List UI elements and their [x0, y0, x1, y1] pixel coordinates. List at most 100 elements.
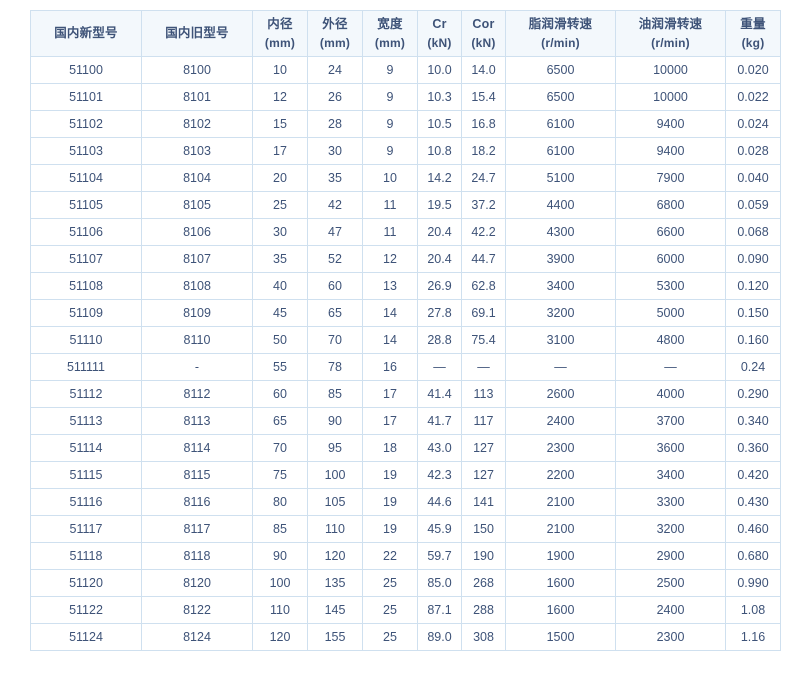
cell-outer: 90 — [307, 407, 363, 435]
cell-outer: 52 — [307, 245, 363, 273]
cell-cor: 127 — [461, 461, 506, 489]
cell-width: 10 — [362, 164, 418, 192]
spec-table-container: 国内新型号 国内旧型号 内径 (mm) 外径 (mm) 宽度 (mm) Cr (kN) Cor (kN… — [30, 10, 781, 651]
cell-bore: 80 — [252, 488, 308, 516]
cell-grease_speed: 1600 — [505, 596, 616, 624]
cell-width: 9 — [362, 137, 418, 165]
cell-bore: 15 — [252, 110, 308, 138]
cell-weight: 0.024 — [725, 110, 781, 138]
table-row: 51102 8102 15 28 9 10.5 16.8 6100 9400 0.024 — [30, 110, 781, 138]
table-row: 51106 8106 30 47 11 20.4 42.2 4300 6600 0.068 — [30, 218, 781, 246]
cell-outer: 35 — [307, 164, 363, 192]
cell-cr: 44.6 — [417, 488, 462, 516]
column-header-unit: (kN) — [427, 35, 452, 50]
table-row: 51105 8105 25 42 11 19.5 37.2 4400 6800 0.059 — [30, 191, 781, 219]
cell-oil_speed: 7900 — [615, 164, 726, 192]
cell-cr: 87.1 — [417, 596, 462, 624]
table-row: 51117 8117 85 110 19 45.9 150 2100 3200 0.460 — [30, 515, 781, 543]
cell-cor: 268 — [461, 569, 506, 597]
cell-weight: 0.120 — [725, 272, 781, 300]
cell-width: 25 — [362, 596, 418, 624]
cell-old_model: 8117 — [141, 515, 253, 543]
cell-oil_speed: 2500 — [615, 569, 726, 597]
cell-width: 14 — [362, 299, 418, 327]
cell-cr: 45.9 — [417, 515, 462, 543]
cell-oil_speed: 5300 — [615, 272, 726, 300]
cell-outer: 26 — [307, 83, 363, 111]
cell-bore: 30 — [252, 218, 308, 246]
column-header-label: 油润滑转速 — [638, 17, 703, 32]
cell-outer: 135 — [307, 569, 363, 597]
table-row: 51108 8108 40 60 13 26.9 62.8 3400 5300 0.120 — [30, 272, 781, 300]
cell-width: 11 — [362, 218, 418, 246]
cell-outer: 95 — [307, 434, 363, 462]
cell-cr: 10.8 — [417, 137, 462, 165]
cell-outer: 85 — [307, 380, 363, 408]
cell-cr: 10.0 — [417, 56, 462, 84]
cell-new_model: 51108 — [30, 272, 142, 300]
cell-old_model: 8114 — [141, 434, 253, 462]
table-row: 51120 8120 100 135 25 85.0 268 1600 2500 0.990 — [30, 569, 781, 597]
cell-cr: 59.7 — [417, 542, 462, 570]
column-header-cr: Cr (kN) — [417, 10, 462, 57]
column-header-cor: Cor (kN) — [461, 10, 506, 57]
table-row: 51113 8113 65 90 17 41.7 117 2400 3700 0.340 — [30, 407, 781, 435]
cell-new_model: 51100 — [30, 56, 142, 84]
cell-weight: 0.430 — [725, 488, 781, 516]
cell-new_model: 51116 — [30, 488, 142, 516]
column-header-label: 重量 — [740, 17, 766, 32]
cell-oil_speed: 3600 — [615, 434, 726, 462]
cell-weight: 0.990 — [725, 569, 781, 597]
cell-grease_speed: — — [505, 353, 616, 381]
cell-bore: 55 — [252, 353, 308, 381]
table-body: 51100 8100 10 24 9 10.0 14.0 6500 10000 0.020 5110… — [30, 56, 781, 651]
table-row: 51118 8118 90 120 22 59.7 190 1900 2900 0.680 — [30, 542, 781, 570]
column-header-grease_speed: 脂润滑转速 (r/min) — [505, 10, 616, 57]
cell-new_model: 51112 — [30, 380, 142, 408]
cell-outer: 24 — [307, 56, 363, 84]
cell-bore: 35 — [252, 245, 308, 273]
cell-old_model: 8124 — [141, 623, 253, 651]
column-header-label: 脂润滑转速 — [528, 17, 593, 32]
cell-weight: 0.420 — [725, 461, 781, 489]
cell-weight: 0.680 — [725, 542, 781, 570]
column-header-old_model: 国内旧型号 — [141, 10, 253, 57]
cell-bore: 120 — [252, 623, 308, 651]
table-row: 51114 8114 70 95 18 43.0 127 2300 3600 0.360 — [30, 434, 781, 462]
cell-cr: 14.2 — [417, 164, 462, 192]
table-row: 511111-55 78 16— — — —0.24 — [30, 353, 781, 381]
cell-old_model: 8101 — [141, 83, 253, 111]
cell-old_model: 8103 — [141, 137, 253, 165]
cell-width: 12 — [362, 245, 418, 273]
cell-cr: 85.0 — [417, 569, 462, 597]
table-row: 51107 8107 35 52 12 20.4 44.7 3900 6000 0.090 — [30, 245, 781, 273]
cell-outer: 78 — [307, 353, 363, 381]
cell-old_model: 8115 — [141, 461, 253, 489]
cell-width: 11 — [362, 191, 418, 219]
cell-cor: 190 — [461, 542, 506, 570]
cell-grease_speed: 6500 — [505, 83, 616, 111]
column-header-outer: 外径 (mm) — [307, 10, 363, 57]
cell-bore: 100 — [252, 569, 308, 597]
cell-outer: 47 — [307, 218, 363, 246]
cell-new_model: 51117 — [30, 515, 142, 543]
cell-cor: 16.8 — [461, 110, 506, 138]
column-header-unit: (mm) — [319, 35, 351, 50]
cell-old_model: 8107 — [141, 245, 253, 273]
cell-outer: 155 — [307, 623, 363, 651]
cell-cor: 75.4 — [461, 326, 506, 354]
column-header-unit: (kN) — [471, 35, 496, 50]
column-header-label: Cor — [472, 17, 495, 32]
cell-new_model: 51109 — [30, 299, 142, 327]
cell-bore: 65 — [252, 407, 308, 435]
cell-cr: 28.8 — [417, 326, 462, 354]
cell-old_model: 8120 — [141, 569, 253, 597]
cell-cor: 37.2 — [461, 191, 506, 219]
cell-cr: 20.4 — [417, 245, 462, 273]
column-header-bore: 内径 (mm) — [252, 10, 308, 57]
table-row: 51112 8112 60 85 17 41.4 113 2600 4000 0.290 — [30, 380, 781, 408]
cell-outer: 30 — [307, 137, 363, 165]
table-row: 51115 8115 75 100 19 42.3 127 2200 3400 0.420 — [30, 461, 781, 489]
cell-new_model: 51110 — [30, 326, 142, 354]
cell-width: 25 — [362, 569, 418, 597]
